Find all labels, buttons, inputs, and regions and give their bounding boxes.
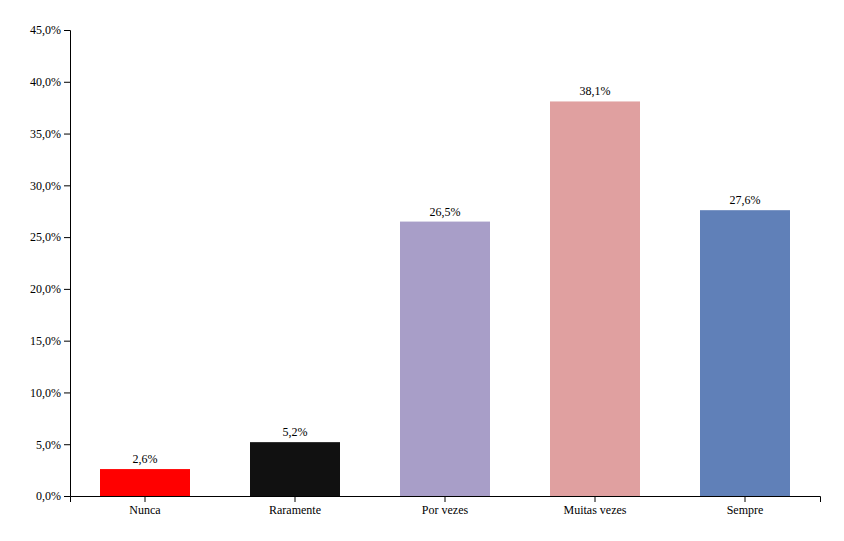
tick-mark xyxy=(64,237,70,238)
tick: 0,0% xyxy=(36,489,70,503)
bar xyxy=(700,210,790,496)
tick: Sempre xyxy=(727,496,764,517)
axis-line xyxy=(71,497,821,503)
tick: 35,0% xyxy=(30,127,70,141)
tick: 30,0% xyxy=(30,179,70,193)
tick-label: 0,0% xyxy=(36,489,61,503)
tick: 20,0% xyxy=(30,282,70,296)
tick-label: Muitas vezes xyxy=(564,503,627,517)
tick-mark xyxy=(145,496,146,502)
bar xyxy=(400,222,490,496)
bar xyxy=(100,469,190,496)
tick-mark xyxy=(445,496,446,502)
tick-mark xyxy=(64,444,70,445)
tick: 45,0% xyxy=(30,23,70,37)
tick-label: 30,0% xyxy=(30,179,61,193)
tick-mark xyxy=(295,496,296,502)
x-axis: Nunca Raramente Por vezes Muitas vezes Sempr… xyxy=(71,496,821,517)
axis-line xyxy=(64,31,71,497)
tick: Nunca xyxy=(129,496,161,517)
data-labels: 2,6% 5,2% 26,5% 38,1% 27,6% xyxy=(133,84,761,466)
tick-mark xyxy=(64,134,70,135)
tick-mark xyxy=(64,496,70,497)
tick: 10,0% xyxy=(30,386,70,400)
tick-mark xyxy=(64,341,70,342)
tick-label: 45,0% xyxy=(30,23,61,37)
tick-mark xyxy=(64,289,70,290)
tick: 5,0% xyxy=(36,438,70,452)
tick: Por vezes xyxy=(422,496,469,517)
tick-mark xyxy=(64,185,70,186)
tick-label: 40,0% xyxy=(30,75,61,89)
data-label: 2,6% xyxy=(133,452,158,466)
tick: 15,0% xyxy=(30,334,70,348)
data-label: 38,1% xyxy=(580,84,611,98)
y-axis: 0,0% 5,0% 10,0% 15,0% 20,0% 25,0% 30,0% 35,0% 40… xyxy=(30,23,71,503)
data-label: 26,5% xyxy=(430,205,461,219)
bar xyxy=(550,101,640,496)
tick-mark xyxy=(745,496,746,502)
tick-mark xyxy=(64,82,70,83)
tick-label: 20,0% xyxy=(30,282,61,296)
tick: Muitas vezes xyxy=(564,496,627,517)
tick: 40,0% xyxy=(30,75,70,89)
bars xyxy=(100,101,790,496)
tick-label: Por vezes xyxy=(422,503,469,517)
tick-label: Nunca xyxy=(129,503,161,517)
tick-mark xyxy=(595,496,596,502)
tick: Raramente xyxy=(269,496,321,517)
tick-label: 25,0% xyxy=(30,230,61,244)
tick: 25,0% xyxy=(30,230,70,244)
tick-mark xyxy=(64,392,70,393)
tick-mark xyxy=(64,30,70,31)
tick-label: 15,0% xyxy=(30,334,61,348)
tick-label: 5,0% xyxy=(36,438,61,452)
tick-label: 35,0% xyxy=(30,127,61,141)
tick-label: 10,0% xyxy=(30,386,61,400)
chart: 0,0% 5,0% 10,0% 15,0% 20,0% 25,0% 30,0% 35,0% 40… xyxy=(0,0,844,541)
tick-label: Raramente xyxy=(269,503,321,517)
bar xyxy=(250,442,340,496)
data-label: 5,2% xyxy=(283,425,308,439)
data-label: 27,6% xyxy=(730,193,761,207)
tick-label: Sempre xyxy=(727,503,764,517)
